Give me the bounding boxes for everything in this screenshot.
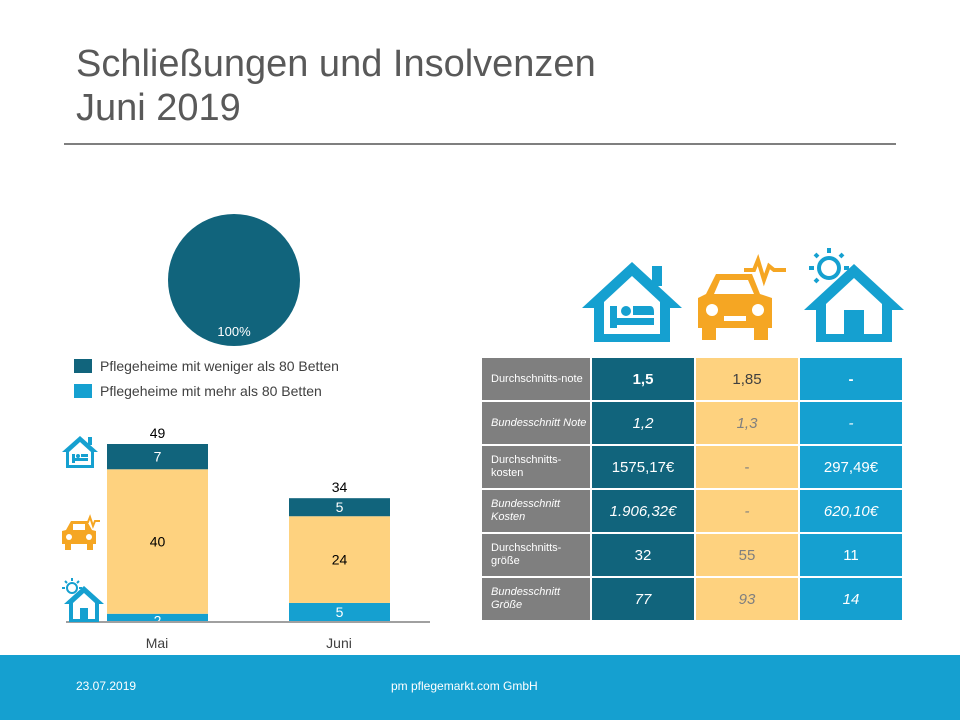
cell-ambulance: 55 <box>696 534 798 576</box>
cell-care-home: 1.906,32€ <box>592 490 694 532</box>
cell-ambulance: 1,3 <box>696 402 798 444</box>
house-sun-icon <box>62 578 104 622</box>
legend-label: Pflegeheime mit mehr als 80 Betten <box>100 383 322 399</box>
title-line-2: Juni 2019 <box>76 87 241 129</box>
cell-ambulance: - <box>696 446 798 488</box>
cell-assisted-living: 11 <box>800 534 902 576</box>
cell-care-home: 77 <box>592 578 694 620</box>
cell-assisted-living: - <box>800 402 902 444</box>
bar-total-label: 49 <box>150 425 166 441</box>
bar-segment-mai-2 <box>107 444 208 470</box>
row-header: Bundesschnitt Kosten <box>482 490 590 532</box>
cell-assisted-living: - <box>800 358 902 400</box>
x-tick-juni: Juni <box>326 635 352 651</box>
table-row: Bundesschnitt Kosten 1.906,32€ - 620,10€ <box>482 490 902 532</box>
house-bed-icon <box>582 262 682 342</box>
row-header: Bundesschnitt Note <box>482 402 590 444</box>
pie-slice-small-homes <box>168 214 300 346</box>
footer-date: 23.07.2019 <box>76 679 137 693</box>
legend-swatch <box>74 384 92 398</box>
cell-ambulance: 93 <box>696 578 798 620</box>
bar-data-label: 5 <box>336 499 344 515</box>
footer-company: pm pflegemarkt.com GmbH <box>391 679 538 693</box>
row-header: Durchschnitts-kosten <box>482 446 590 488</box>
cell-assisted-living: 620,10€ <box>800 490 902 532</box>
bar-data-label: 24 <box>332 552 348 568</box>
table-row: Bundesschnitt Note 1,2 1,3 - <box>482 402 902 444</box>
cell-care-home: 32 <box>592 534 694 576</box>
cell-assisted-living: 14 <box>800 578 902 620</box>
bar-segment-juni-1 <box>289 516 390 603</box>
legend-swatch <box>74 359 92 373</box>
bar-data-label: 2 <box>154 612 162 628</box>
legend-label: Pflegeheime mit weniger als 80 Betten <box>100 358 339 374</box>
row-header: Durchschnitts-note <box>482 358 590 400</box>
stacked-bar-chart: 2 40 7 49 5 24 5 34 <box>107 425 390 628</box>
bar-segment-mai-1 <box>107 469 208 614</box>
bar-total-label: 34 <box>332 479 348 495</box>
x-tick-mai: Mai <box>146 635 169 651</box>
statistics-table: Durchschnitts-note 1,5 1,85 - Bundesschn… <box>480 356 904 622</box>
row-header: Bundesschnitt Größe <box>482 578 590 620</box>
bar-data-label: 7 <box>154 449 162 465</box>
legend-item-small-homes: Pflegeheime mit weniger als 80 Betten <box>74 358 339 374</box>
house-bed-icon <box>62 436 98 468</box>
bar-segment-mai-0 <box>107 613 208 621</box>
title-divider <box>64 143 896 145</box>
cell-care-home: 1,2 <box>592 402 694 444</box>
table-row: Bundesschnitt Größe 77 93 14 <box>482 578 902 620</box>
table-row: Durchschnitts-größe 32 55 11 <box>482 534 902 576</box>
cell-ambulance: 1,85 <box>696 358 798 400</box>
table-row: Durchschnitts-kosten 1575,17€ - 297,49€ <box>482 446 902 488</box>
bar-data-label: 40 <box>150 534 166 550</box>
cell-ambulance: - <box>696 490 798 532</box>
car-heartbeat-icon <box>698 253 786 340</box>
page-title: Schließungen und Insolvenzen Juni 2019 <box>76 42 596 130</box>
pie-data-label: 100% <box>217 324 251 339</box>
row-header: Durchschnitts-größe <box>482 534 590 576</box>
table-row: Durchschnitts-note 1,5 1,85 - <box>482 358 902 400</box>
car-heartbeat-icon <box>62 514 100 550</box>
bar-data-label: 5 <box>336 604 344 620</box>
cell-care-home: 1575,17€ <box>592 446 694 488</box>
title-line-1: Schließungen und Insolvenzen <box>76 43 596 85</box>
bar-segment-juni-2 <box>289 498 390 517</box>
bar-segment-juni-0 <box>289 602 390 621</box>
legend-item-large-homes: Pflegeheime mit mehr als 80 Betten <box>74 383 322 399</box>
cell-care-home: 1,5 <box>592 358 694 400</box>
cell-assisted-living: 297,49€ <box>800 446 902 488</box>
footer-bar: 23.07.2019 pm pflegemarkt.com GmbH <box>0 655 960 720</box>
house-sun-icon <box>804 248 904 342</box>
